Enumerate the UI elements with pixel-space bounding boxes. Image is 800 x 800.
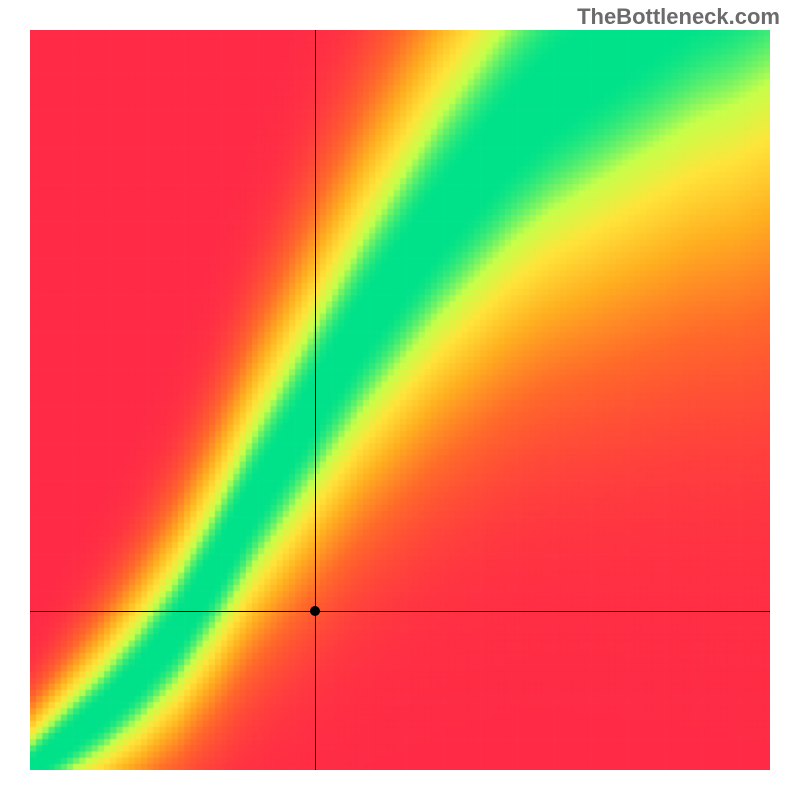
watermark-text: TheBottleneck.com bbox=[577, 4, 780, 30]
crosshair-vertical bbox=[315, 30, 316, 770]
heatmap-canvas bbox=[30, 30, 770, 770]
heatmap-plot bbox=[30, 30, 770, 770]
crosshair-horizontal bbox=[30, 611, 770, 612]
crosshair-marker bbox=[310, 606, 320, 616]
